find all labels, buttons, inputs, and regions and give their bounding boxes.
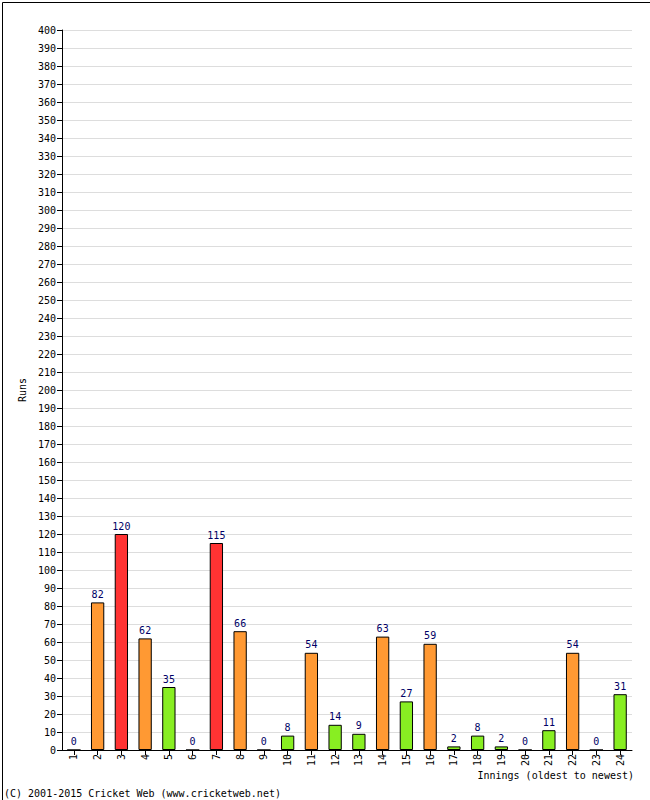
svg-text:18: 18: [472, 754, 483, 766]
svg-text:0: 0: [50, 745, 56, 756]
svg-text:380: 380: [38, 61, 56, 72]
svg-text:180: 180: [38, 421, 56, 432]
svg-text:320: 320: [38, 169, 56, 180]
svg-text:130: 130: [38, 511, 56, 522]
svg-text:50: 50: [44, 655, 56, 666]
svg-text:220: 220: [38, 349, 56, 360]
svg-text:35: 35: [163, 674, 175, 685]
svg-text:23: 23: [591, 754, 602, 766]
svg-text:0: 0: [522, 736, 528, 747]
svg-text:21: 21: [543, 754, 554, 766]
svg-text:15: 15: [401, 754, 412, 766]
svg-text:8: 8: [235, 754, 246, 760]
svg-text:10: 10: [282, 754, 293, 766]
svg-text:2: 2: [92, 754, 103, 760]
svg-text:63: 63: [377, 623, 389, 634]
svg-text:2: 2: [451, 733, 457, 744]
svg-text:0: 0: [190, 736, 196, 747]
svg-text:200: 200: [38, 385, 56, 396]
svg-text:54: 54: [567, 639, 579, 650]
svg-text:160: 160: [38, 457, 56, 468]
svg-text:20: 20: [44, 709, 56, 720]
svg-text:59: 59: [424, 630, 436, 641]
svg-text:8: 8: [475, 722, 481, 733]
svg-text:6: 6: [187, 754, 198, 760]
svg-text:290: 290: [38, 223, 56, 234]
svg-text:11: 11: [543, 717, 555, 728]
svg-text:66: 66: [234, 618, 246, 629]
svg-text:0: 0: [593, 736, 599, 747]
svg-text:14: 14: [377, 754, 388, 766]
svg-text:62: 62: [139, 625, 151, 636]
svg-text:310: 310: [38, 187, 56, 198]
svg-text:22: 22: [567, 754, 578, 766]
svg-text:3: 3: [116, 754, 127, 760]
svg-text:1: 1: [68, 754, 79, 760]
svg-text:120: 120: [38, 529, 56, 540]
svg-text:190: 190: [38, 403, 56, 414]
svg-text:(C) 2001-2015 Cricket Web (www: (C) 2001-2015 Cricket Web (www.cricketwe…: [4, 788, 281, 799]
svg-text:300: 300: [38, 205, 56, 216]
svg-text:170: 170: [38, 439, 56, 450]
svg-text:12: 12: [330, 754, 341, 766]
svg-text:4: 4: [140, 754, 151, 760]
svg-text:115: 115: [207, 530, 225, 541]
svg-text:Runs: Runs: [17, 378, 28, 402]
svg-text:400: 400: [38, 25, 56, 36]
svg-text:150: 150: [38, 475, 56, 486]
svg-text:19: 19: [496, 754, 507, 766]
svg-text:360: 360: [38, 97, 56, 108]
svg-text:110: 110: [38, 547, 56, 558]
svg-text:7: 7: [211, 754, 222, 760]
svg-text:17: 17: [448, 754, 459, 766]
svg-text:5: 5: [163, 754, 174, 760]
svg-text:330: 330: [38, 151, 56, 162]
svg-text:260: 260: [38, 277, 56, 288]
svg-text:250: 250: [38, 295, 56, 306]
svg-text:370: 370: [38, 79, 56, 90]
svg-text:40: 40: [44, 673, 56, 684]
svg-text:54: 54: [305, 639, 317, 650]
svg-text:390: 390: [38, 43, 56, 54]
svg-text:2: 2: [498, 733, 504, 744]
svg-text:100: 100: [38, 565, 56, 576]
svg-text:0: 0: [71, 736, 77, 747]
svg-text:8: 8: [285, 722, 291, 733]
svg-text:70: 70: [44, 619, 56, 630]
svg-text:240: 240: [38, 313, 56, 324]
svg-text:280: 280: [38, 241, 56, 252]
svg-text:11: 11: [306, 754, 317, 766]
svg-text:270: 270: [38, 259, 56, 270]
svg-text:230: 230: [38, 331, 56, 342]
svg-text:13: 13: [353, 754, 364, 766]
svg-text:9: 9: [258, 754, 269, 760]
svg-text:80: 80: [44, 601, 56, 612]
svg-text:30: 30: [44, 691, 56, 702]
svg-text:210: 210: [38, 367, 56, 378]
svg-text:Innings (oldest to newest): Innings (oldest to newest): [477, 770, 634, 781]
svg-text:27: 27: [400, 688, 412, 699]
svg-text:60: 60: [44, 637, 56, 648]
svg-text:0: 0: [261, 736, 267, 747]
svg-text:90: 90: [44, 583, 56, 594]
svg-text:120: 120: [112, 521, 130, 532]
svg-text:340: 340: [38, 133, 56, 144]
svg-text:140: 140: [38, 493, 56, 504]
svg-text:16: 16: [425, 754, 436, 766]
svg-text:14: 14: [329, 711, 341, 722]
svg-text:10: 10: [44, 727, 56, 738]
svg-text:350: 350: [38, 115, 56, 126]
svg-text:24: 24: [615, 754, 626, 766]
svg-text:82: 82: [92, 589, 104, 600]
svg-text:9: 9: [356, 720, 362, 731]
svg-text:20: 20: [520, 754, 531, 766]
svg-text:31: 31: [614, 681, 626, 692]
